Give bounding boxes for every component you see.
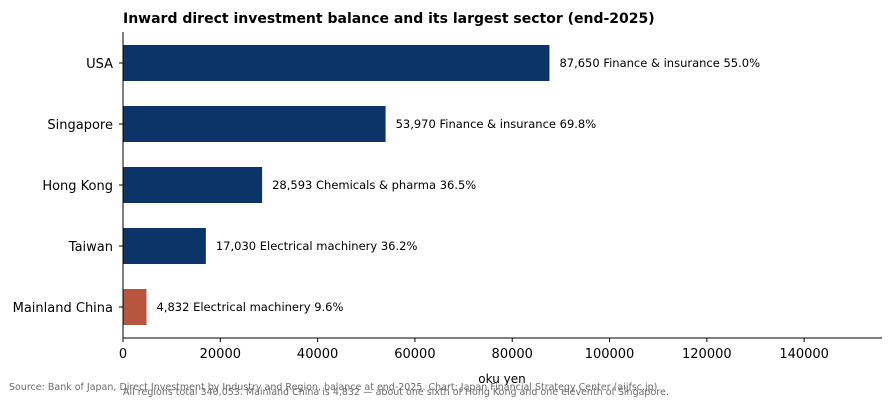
bar-taiwan (123, 228, 206, 264)
chart-title: Inward direct investment balance and its… (123, 11, 655, 27)
x-tick-label: 100000 (585, 347, 635, 362)
bar-singapore (123, 106, 386, 142)
category-label: USA (86, 57, 113, 72)
x-tick-label: 20000 (200, 347, 241, 362)
x-axis: 0 20000 40000 60000 80000 100000 120000 140000 (119, 337, 882, 362)
data-label: 28,593 Chemicals & pharma 36.5% (272, 178, 476, 192)
source-note: Source: Bank of Japan, Direct Investment… (9, 382, 657, 393)
data-label: 4,832 Electrical machinery 9.6% (157, 300, 344, 314)
x-tick-label: 120000 (682, 347, 732, 362)
x-tick-label: 140000 (779, 347, 829, 362)
footnote: All regions total 340,053. Mainland Chin… (123, 387, 669, 398)
x-tick-label: 80000 (492, 347, 533, 362)
category-label: Singapore (47, 118, 113, 133)
x-tick-label: 0 (119, 347, 127, 362)
data-label: 87,650 Finance & insurance 55.0% (559, 56, 760, 70)
category-label: Hong Kong (42, 179, 113, 194)
bar-mainland-china (123, 289, 147, 325)
category-labels: USA Singapore Hong Kong Taiwan Mainland Chin… (13, 57, 123, 316)
x-tick-label: 60000 (394, 347, 435, 362)
data-label: 17,030 Electrical machinery 36.2% (216, 239, 418, 253)
data-labels: 87,650 Finance & insurance 55.0% 53,970 F… (157, 56, 761, 314)
x-tick-label: 40000 (297, 347, 338, 362)
category-label: Mainland China (13, 301, 113, 316)
data-label: 53,970 Finance & insurance 69.8% (396, 117, 597, 131)
category-label: Taiwan (68, 240, 113, 255)
bars-group (123, 45, 550, 325)
x-axis-label: oku yen (478, 372, 525, 386)
bar-usa (123, 45, 550, 81)
bar-hong-kong (123, 167, 263, 203)
